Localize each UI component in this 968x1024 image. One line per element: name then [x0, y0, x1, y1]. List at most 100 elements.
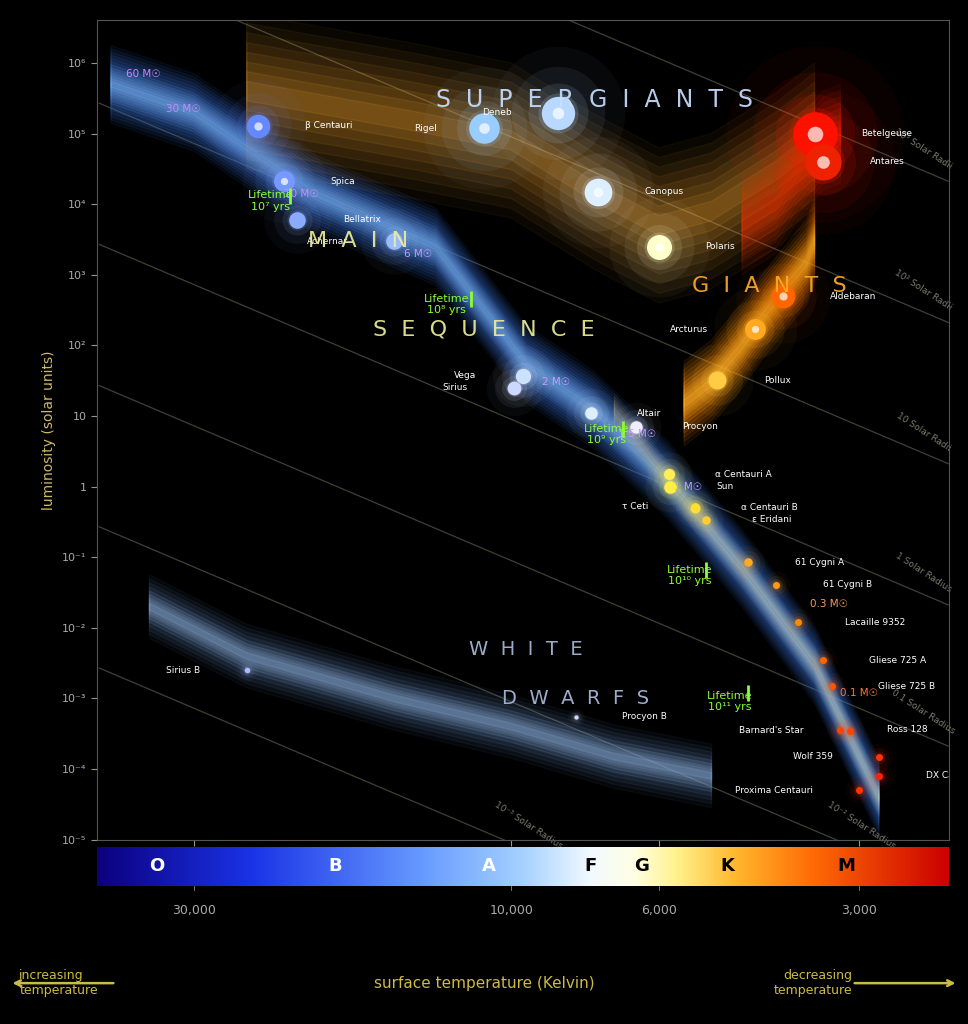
Point [651, 239, 667, 255]
Point [851, 782, 866, 799]
Point [842, 723, 858, 739]
Point [815, 652, 831, 669]
Polygon shape [111, 76, 879, 806]
Point [842, 723, 858, 739]
Point [661, 466, 677, 482]
Text: α Centauri A: α Centauri A [715, 470, 771, 478]
Point [568, 709, 584, 725]
Polygon shape [684, 237, 814, 408]
Point [775, 288, 791, 304]
Text: 10,000: 10,000 [490, 904, 533, 918]
Text: Vega: Vega [454, 372, 476, 380]
Point [251, 118, 266, 134]
Point [506, 380, 522, 396]
Text: Lifetime
10⁸ yrs: Lifetime 10⁸ yrs [424, 294, 469, 315]
Polygon shape [111, 55, 879, 826]
Polygon shape [111, 68, 879, 813]
Point [276, 173, 291, 189]
Point [590, 183, 606, 200]
Text: W  H  I  T  E: W H I T E [469, 640, 583, 658]
Point [832, 722, 848, 738]
Point [791, 614, 806, 631]
Polygon shape [149, 603, 711, 780]
Point [551, 104, 566, 121]
Text: Gliese 725 B: Gliese 725 B [878, 682, 935, 690]
Polygon shape [684, 220, 814, 425]
Polygon shape [615, 399, 879, 808]
Text: Sirius B: Sirius B [166, 666, 200, 675]
Text: A: A [482, 857, 496, 876]
Point [476, 120, 492, 136]
Point [775, 288, 791, 304]
Polygon shape [111, 70, 879, 811]
Point [590, 183, 606, 200]
Point [251, 118, 266, 134]
Point [806, 125, 822, 141]
Point [824, 678, 839, 694]
Text: 1.5 M☉: 1.5 M☉ [619, 429, 656, 439]
Point [651, 239, 667, 255]
Point [710, 372, 725, 388]
Text: 61 Cygni B: 61 Cygni B [823, 580, 871, 589]
Point [687, 500, 703, 516]
Text: Achernar: Achernar [307, 237, 348, 246]
Polygon shape [684, 238, 814, 408]
Point [687, 499, 703, 515]
Point [710, 372, 725, 388]
Point [871, 749, 887, 765]
Polygon shape [111, 61, 879, 820]
Text: 10 M☉: 10 M☉ [284, 188, 318, 199]
Point [662, 478, 678, 495]
Point [386, 232, 402, 249]
Polygon shape [247, 72, 814, 245]
Polygon shape [684, 223, 814, 421]
Point [871, 768, 887, 784]
Polygon shape [149, 594, 711, 788]
Point [651, 239, 667, 255]
Point [651, 239, 667, 255]
Text: 2 M☉: 2 M☉ [542, 377, 570, 387]
Point [698, 512, 713, 528]
Point [386, 232, 402, 249]
Point [824, 678, 839, 694]
Polygon shape [684, 212, 814, 433]
Point [698, 512, 713, 528]
Point [251, 118, 266, 134]
Text: G: G [635, 857, 650, 876]
Point [662, 478, 678, 495]
Point [698, 512, 713, 528]
Point [698, 512, 713, 528]
Point [386, 232, 402, 249]
Polygon shape [741, 84, 840, 274]
Polygon shape [684, 228, 814, 417]
Point [506, 380, 522, 396]
Polygon shape [111, 68, 879, 814]
Point [628, 419, 644, 435]
Point [239, 663, 255, 679]
Text: Arcturus: Arcturus [671, 325, 709, 334]
Text: K: K [720, 857, 734, 876]
Text: Lacaille 9352: Lacaille 9352 [845, 617, 905, 627]
Point [871, 768, 887, 784]
Point [769, 577, 784, 593]
Text: Lifetime
10⁹ yrs: Lifetime 10⁹ yrs [584, 424, 629, 445]
Polygon shape [149, 595, 711, 787]
Point [276, 173, 291, 189]
Point [251, 118, 266, 134]
Text: Antares: Antares [869, 158, 904, 166]
Y-axis label: luminosity (solar units): luminosity (solar units) [43, 350, 56, 510]
Text: B: B [328, 857, 342, 876]
Polygon shape [684, 227, 814, 418]
Text: 1 M☉: 1 M☉ [674, 481, 702, 492]
Point [851, 782, 866, 799]
Point [815, 154, 831, 170]
Point [842, 723, 858, 739]
Point [628, 419, 644, 435]
Text: Wolf 359: Wolf 359 [793, 753, 832, 761]
Point [386, 232, 402, 249]
Polygon shape [111, 82, 879, 800]
Point [583, 404, 598, 421]
Point [551, 104, 566, 121]
Point [506, 380, 522, 396]
Point [871, 768, 887, 784]
